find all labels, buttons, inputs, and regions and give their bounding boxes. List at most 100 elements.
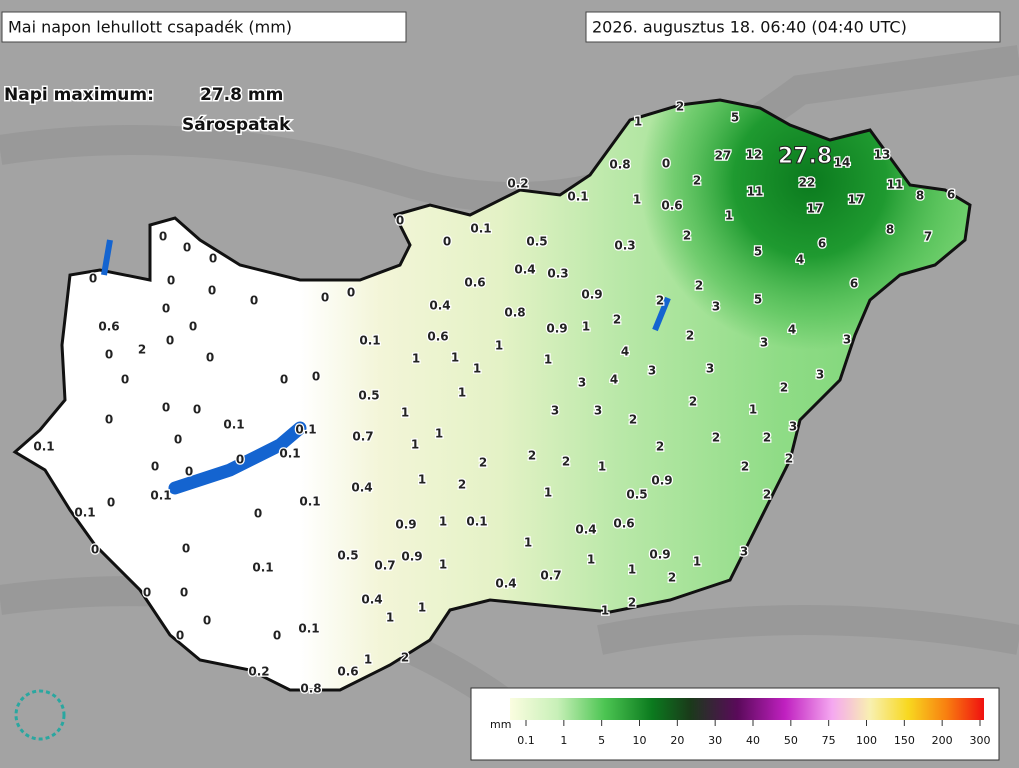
station-value: 1 — [439, 515, 447, 529]
station-value: 2 — [689, 395, 697, 409]
station-value: 22 — [799, 176, 816, 190]
station-value: 2 — [763, 431, 771, 445]
station-value: 0.4 — [351, 481, 372, 495]
station-value: 1 — [435, 427, 443, 441]
station-value: 2 — [712, 431, 720, 445]
station-value: 1 — [633, 193, 641, 207]
station-value: 17 — [807, 202, 824, 216]
lake-tisza — [652, 296, 671, 332]
station-value: 0.3 — [547, 267, 568, 281]
station-value: 0.1 — [299, 495, 320, 509]
station-value: 0.2 — [248, 665, 269, 679]
station-value: 2 — [686, 329, 694, 343]
timestamp-box — [585, 11, 1001, 43]
legend-tick-label: 300 — [970, 734, 991, 747]
legend-tick-label: 40 — [746, 734, 760, 747]
station-value: 11 — [887, 178, 904, 192]
max-station: Sárospatak — [182, 115, 291, 135]
station-value: 0 — [162, 302, 170, 316]
station-value: 0.1 — [295, 423, 316, 437]
station-value: 0.9 — [401, 550, 422, 564]
station-value: 0 — [180, 586, 188, 600]
station-value: 3 — [706, 362, 714, 376]
station-value: 0.5 — [358, 389, 379, 403]
station-value: 0.1 — [279, 447, 300, 461]
station-value: 6 — [947, 188, 955, 202]
station-value: 0 — [254, 507, 262, 521]
legend-tick-label: 0.1 — [517, 734, 535, 747]
border — [12, 98, 972, 692]
station-value: 0 — [167, 274, 175, 288]
station-value: 2 — [668, 571, 676, 585]
station-value: 0.8 — [504, 306, 525, 320]
lake-balaton — [168, 421, 307, 495]
station-value: 0.8 — [609, 158, 630, 172]
station-value: 0 — [443, 235, 451, 249]
station-value: 2 — [763, 488, 771, 502]
station-value: 2 — [613, 313, 621, 327]
station-value: 2 — [628, 596, 636, 610]
station-value: 0.6 — [427, 330, 448, 344]
station-value: 1 — [725, 209, 733, 223]
station-value: 1 — [601, 604, 609, 618]
station-value: 0.9 — [651, 474, 672, 488]
title-box — [1, 11, 407, 43]
legend-tick-label: 5 — [598, 734, 605, 747]
station-value: 2 — [401, 651, 409, 665]
station-value: 1 — [473, 362, 481, 376]
lake-ferto — [101, 239, 113, 276]
station-value: 0.1 — [33, 440, 54, 454]
station-value: 1 — [495, 339, 503, 353]
legend-tick-label: 75 — [822, 734, 836, 747]
legend-tick-label: 10 — [633, 734, 647, 747]
station-value: 1 — [628, 563, 636, 577]
station-value: 0 — [159, 230, 167, 244]
station-value: 0 — [121, 373, 129, 387]
station-value: 1 — [587, 553, 595, 567]
station-value: 0.1 — [150, 489, 171, 503]
station-value: 0.6 — [661, 199, 682, 213]
station-value: 2 — [693, 174, 701, 188]
station-value: 4 — [788, 323, 796, 337]
station-value: 0.1 — [74, 506, 95, 520]
station-value: 17 — [848, 193, 865, 207]
station-value: 11 — [747, 185, 764, 199]
station-value: 7 — [924, 230, 932, 244]
station-value: 0 — [208, 284, 216, 298]
station-value: 0 — [107, 496, 115, 510]
station-value: 0.4 — [361, 593, 382, 607]
station-value: 0 — [183, 241, 191, 255]
station-value: 0.4 — [514, 263, 535, 277]
station-value: 2 — [780, 381, 788, 395]
station-value: 1 — [386, 611, 394, 625]
station-value: 5 — [731, 111, 739, 125]
station-value: 0.3 — [614, 239, 635, 253]
station-value: 1 — [634, 115, 642, 129]
station-value: 0.1 — [298, 622, 319, 636]
station-value: 0 — [209, 252, 217, 266]
station-value: 3 — [648, 364, 656, 378]
station-value: 1 — [693, 555, 701, 569]
station-value: 8 — [886, 223, 894, 237]
station-value: 6 — [850, 277, 858, 291]
station-value: 0.9 — [581, 288, 602, 302]
station-value: 1 — [544, 353, 552, 367]
station-value: 0 — [250, 294, 258, 308]
station-value: 0.5 — [626, 488, 647, 502]
station-value: 0 — [189, 320, 197, 334]
station-value: 1 — [439, 558, 447, 572]
station-value: 0 — [151, 460, 159, 474]
station-value: 0 — [662, 157, 670, 171]
station-value: 1 — [364, 653, 372, 667]
legend-tick-label: 30 — [708, 734, 722, 747]
station-value: 0.6 — [337, 665, 358, 679]
station-value: 1 — [524, 536, 532, 550]
station-value: 1 — [458, 386, 466, 400]
station-value: 4 — [796, 253, 804, 267]
station-value: 0.1 — [466, 515, 487, 529]
station-value: 0.6 — [613, 517, 634, 531]
station-value: 1 — [451, 351, 459, 365]
station-value: 1 — [418, 601, 426, 615]
station-value: 2 — [656, 294, 664, 308]
station-value: 0 — [206, 351, 214, 365]
